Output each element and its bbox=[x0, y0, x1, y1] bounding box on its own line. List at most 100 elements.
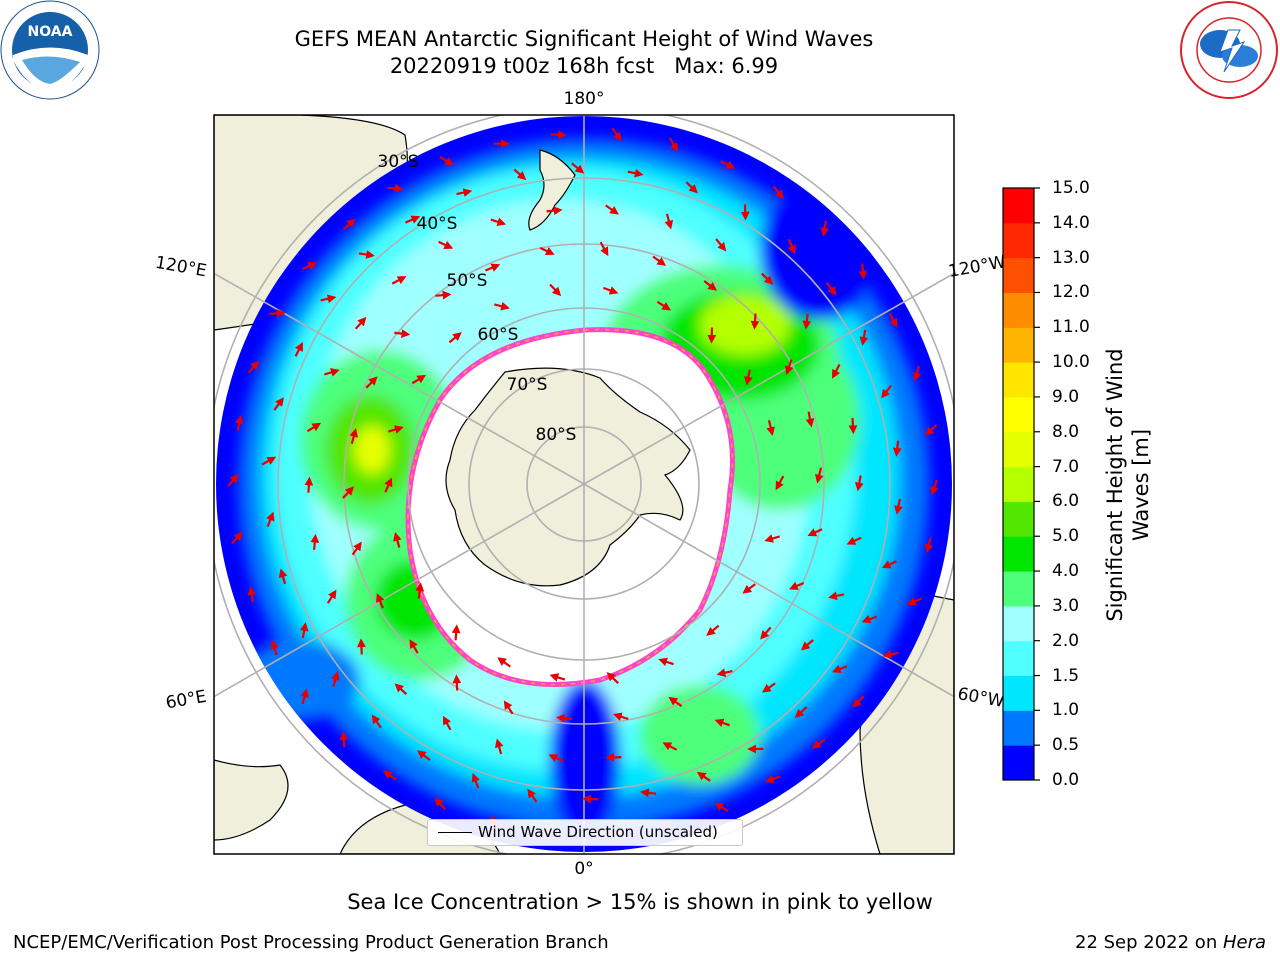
wind-wave-arrow bbox=[761, 272, 774, 285]
colorbar-frame bbox=[1002, 187, 1035, 781]
new-zealand bbox=[528, 149, 576, 231]
wind-wave-arrow bbox=[881, 560, 897, 569]
wind-wave-arrow bbox=[266, 511, 275, 528]
colorbar-bin bbox=[1003, 222, 1034, 259]
wind-wave-arrow bbox=[434, 797, 447, 811]
wind-wave-arrow bbox=[772, 185, 784, 200]
wind-wave-arrow bbox=[706, 624, 720, 636]
wind-wave-arrow bbox=[301, 262, 318, 271]
wind-wave-arrow bbox=[494, 738, 504, 755]
wind-wave-arrow bbox=[669, 137, 678, 153]
wind-wave-arrow bbox=[668, 696, 683, 708]
lon-label-60w: 60°W bbox=[956, 684, 1006, 712]
legend-label: Wind Wave Direction (unscaled) bbox=[478, 823, 718, 841]
wind-wave-arrow bbox=[784, 359, 794, 375]
wind-wave-arrow bbox=[662, 742, 678, 751]
wind-wave-arrow bbox=[894, 498, 903, 515]
wind-wave-arrow bbox=[820, 220, 830, 237]
colorbar-bin bbox=[1003, 396, 1034, 433]
wind-wave-arrow bbox=[393, 532, 402, 548]
colorbar-bin bbox=[1003, 431, 1034, 468]
wind-wave-arrow bbox=[611, 127, 622, 142]
wind-wave-arrow bbox=[714, 718, 731, 728]
graticule bbox=[214, 115, 954, 854]
wind-wave-arrow bbox=[760, 626, 772, 640]
colorbar-bin bbox=[1003, 466, 1034, 502]
sea-ice-note: Sea Ice Concentration > 15% is shown in … bbox=[347, 890, 933, 914]
lat-label-80s: 80°S bbox=[536, 425, 577, 445]
colorbar-tick-label: 11.0 bbox=[1052, 317, 1090, 338]
wind-wave-arrow bbox=[387, 425, 404, 434]
wind-wave-arrow bbox=[825, 282, 837, 296]
wind-wave-arrow bbox=[442, 715, 452, 731]
wind-wave-arrow bbox=[439, 155, 454, 166]
colorbar-bin bbox=[1003, 536, 1034, 572]
wind-wave-arrow bbox=[354, 316, 367, 330]
wind-wave-arrow bbox=[456, 188, 473, 197]
colorbar-bin bbox=[1003, 188, 1034, 224]
wind-wave-arrow bbox=[411, 374, 427, 385]
colorbar-tick-label: 15.0 bbox=[1052, 178, 1090, 198]
wind-wave-arrow bbox=[300, 688, 309, 705]
wind-wave-arrow bbox=[930, 479, 939, 496]
lon-label-0: 0° bbox=[574, 859, 593, 879]
wind-wave-arrow bbox=[310, 533, 320, 550]
colorbar-bin bbox=[1003, 327, 1034, 363]
wind-wave-arrow bbox=[247, 586, 257, 603]
map-frame bbox=[213, 114, 955, 855]
antarctica bbox=[445, 367, 691, 587]
lat-label-50s: 50°S bbox=[447, 271, 488, 291]
wind-wave-arrow bbox=[539, 246, 555, 255]
machine-name: Hera bbox=[1222, 932, 1266, 953]
colorbar-tick-label: 1.5 bbox=[1052, 665, 1080, 686]
wind-wave-arrow bbox=[358, 250, 375, 259]
wind-wave-arrow bbox=[606, 672, 620, 685]
wind-wave-arrow bbox=[858, 263, 868, 280]
wind-wave-arrow bbox=[658, 657, 674, 667]
wind-wave-arrow bbox=[924, 537, 934, 554]
lat-label-30s: 30°S bbox=[378, 152, 419, 172]
wind-wave-arrow bbox=[546, 206, 563, 216]
wind-wave-arrow bbox=[451, 624, 461, 641]
lon-label-180: 180° bbox=[564, 89, 605, 109]
wind-wave-arrow bbox=[805, 411, 815, 428]
wind-wave-arrow bbox=[787, 238, 796, 255]
wind-wave-arrow bbox=[652, 255, 667, 266]
wind-wave-arrow bbox=[331, 671, 340, 687]
lon-label-120e: 120°E bbox=[154, 253, 208, 282]
wind-wave-arrow bbox=[304, 476, 314, 493]
colorbar-tick-label: 2.0 bbox=[1052, 630, 1080, 651]
wind-wave-arrow bbox=[548, 754, 564, 763]
wind-wave-arrow bbox=[599, 241, 609, 257]
colorbar-bin bbox=[1003, 501, 1034, 537]
wind-wave-arrow bbox=[720, 160, 736, 169]
wind-wave-arrow bbox=[549, 673, 566, 682]
colorbar-tick-label: 9.0 bbox=[1052, 386, 1080, 407]
wind-wave-arrow bbox=[556, 713, 573, 723]
wind-wave-arrow bbox=[342, 218, 356, 231]
wind-wave-arrow bbox=[376, 593, 385, 609]
colorbar-tick-label: 13.0 bbox=[1052, 247, 1090, 268]
wind-wave-arrow bbox=[549, 283, 562, 297]
wind-wave-arrow bbox=[527, 788, 538, 803]
wind-wave-arrow bbox=[484, 263, 501, 272]
wind-wave-arrow bbox=[448, 332, 462, 344]
wind-wave-arrow bbox=[438, 240, 454, 249]
wind-wave-arrow bbox=[800, 639, 814, 651]
wind-wave-arrow bbox=[394, 683, 408, 696]
wind-wave-arrow bbox=[387, 183, 404, 193]
wind-wave-arrow bbox=[323, 368, 340, 377]
noaa-logo-text: NOAA bbox=[28, 24, 73, 40]
wind-wave-arrow bbox=[471, 772, 480, 789]
colorbar-tick-label: 14.0 bbox=[1052, 212, 1090, 233]
wind-wave-arrow bbox=[764, 534, 781, 543]
wind-wave-arrow bbox=[605, 753, 622, 762]
wind-wave-arrow bbox=[703, 280, 717, 291]
legend-line-swatch bbox=[438, 832, 472, 833]
colorbar-tick-label: 7.0 bbox=[1052, 456, 1080, 477]
wind-wave-arrow bbox=[382, 770, 397, 781]
wind-wave-arrow bbox=[744, 369, 753, 386]
colorbar-tick-label: 1.0 bbox=[1052, 700, 1080, 721]
colorbar bbox=[1003, 187, 1040, 781]
colorbar-tick-label: 6.0 bbox=[1052, 491, 1080, 512]
